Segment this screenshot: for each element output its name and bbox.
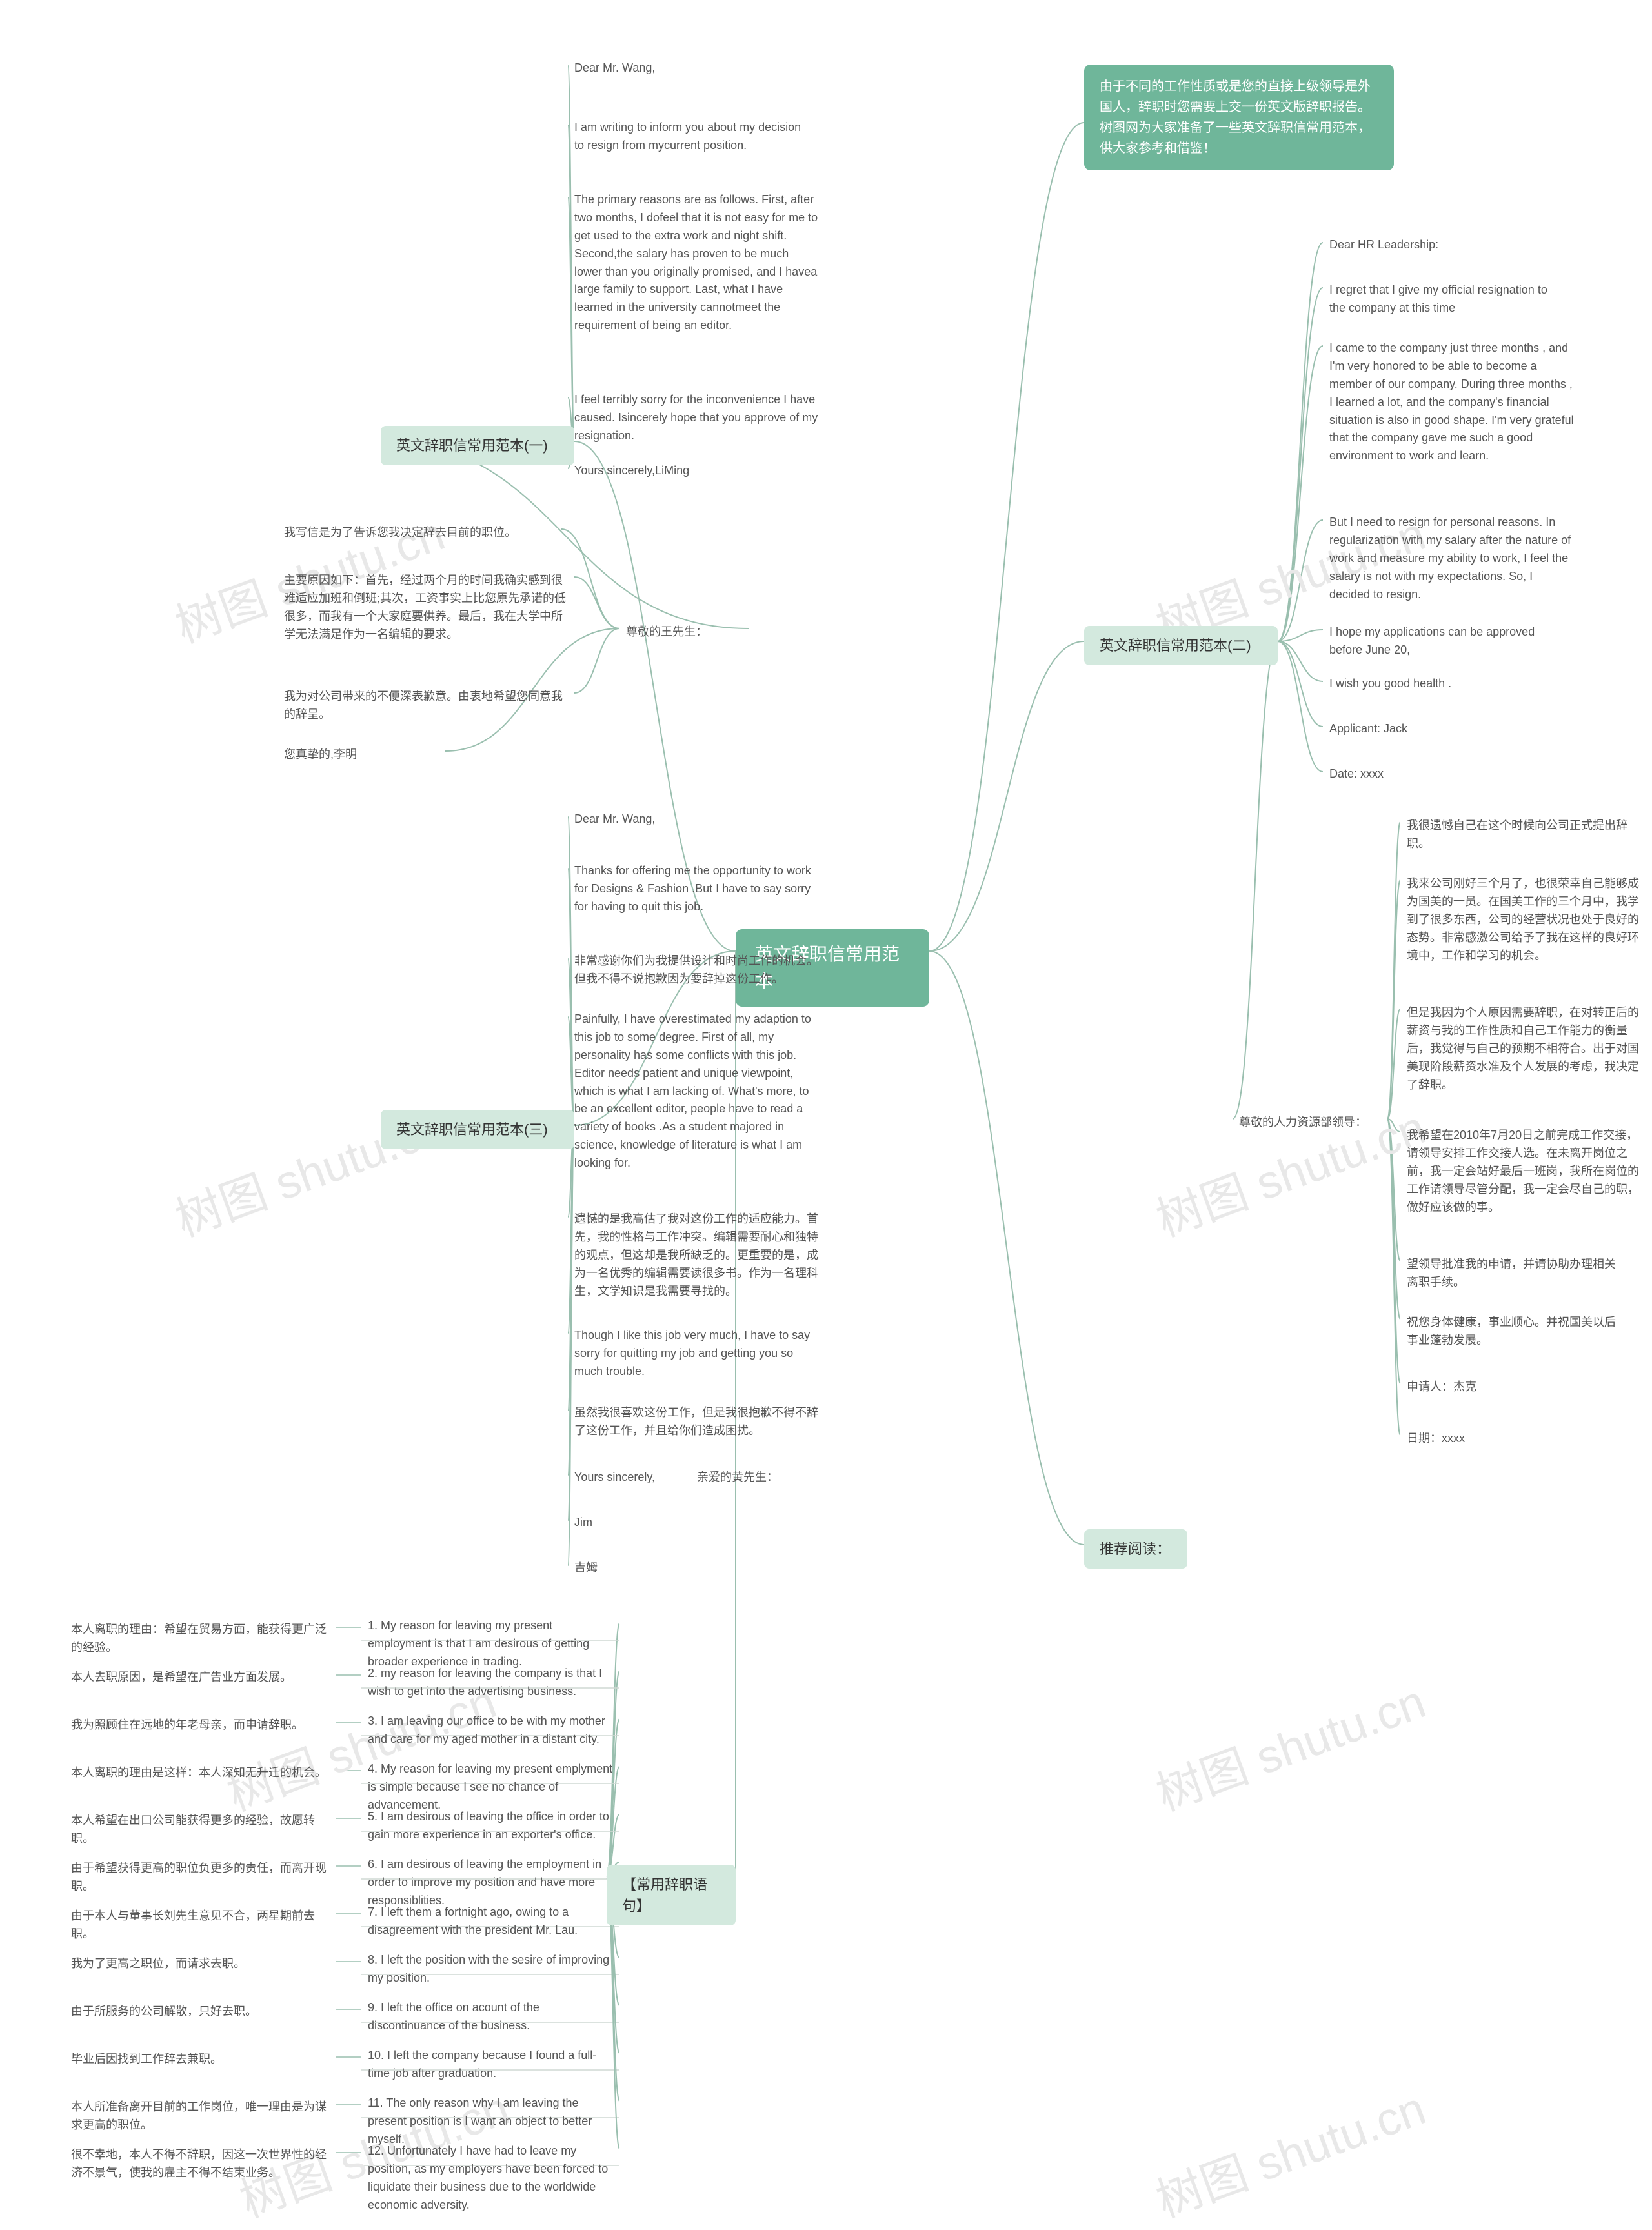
phrase-zh: 我为了更高之职位，而请求去职。 <box>65 1951 336 1977</box>
phrase-zh: 本人去职原因，是希望在广告业方面发展。 <box>65 1665 336 1691</box>
leaf-node: Thanks for offering me the opportunity t… <box>568 858 826 920</box>
leaf-node: 遗憾的是我高估了我对这份工作的适应能力。首先，我的性格与工作冲突。编辑需要耐心和… <box>568 1207 826 1304</box>
leaf-node: I hope my applications can be approved b… <box>1323 619 1568 663</box>
branch-node: 英文辞职信常用范本(三) <box>381 1110 574 1149</box>
leaf-node: Yours sincerely,LiMing <box>568 458 800 484</box>
leaf-node: I came to the company just three months … <box>1323 336 1581 469</box>
phrase-en: 8. I left the position with the sesire o… <box>361 1947 620 1991</box>
watermark: 树图 shutu.cn <box>1145 1664 1433 1824</box>
leaf-node: Applicant: Jack <box>1323 716 1491 742</box>
mindmap-canvas: 树图 shutu.cn树图 shutu.cn树图 shutu.cn树图 shut… <box>0 0 1652 2171</box>
phrase-en: 7. I left them a fortnight ago, owing to… <box>361 1900 620 1944</box>
phrase-en: 2. my reason for leaving the company is … <box>361 1661 620 1705</box>
leaf-node: 我希望在2010年7月20日之前完成工作交接，请领导安排工作交接人选。在未离开岗… <box>1400 1123 1646 1220</box>
phrase-en: 3. I am leaving our office to be with my… <box>361 1709 620 1753</box>
leaf-node: 您真挚的,李明 <box>277 742 445 768</box>
leaf-node: Dear Mr. Wang, <box>568 807 761 832</box>
leaf-node: 我很遗憾自己在这个时候向公司正式提出辞职。 <box>1400 813 1646 857</box>
phrase-en: 10. I left the company because I found a… <box>361 2043 620 2087</box>
leaf-node: Jim <box>568 1510 645 1536</box>
leaf-node: But I need to resign for personal reason… <box>1323 510 1581 607</box>
leaf-node: I feel terribly sorry for the inconvenie… <box>568 387 826 449</box>
phrase-zh: 我为照顾住在远地的年老母亲，而申请辞职。 <box>65 1713 336 1738</box>
leaf-node: Dear Mr. Wang, <box>568 55 800 81</box>
leaf-node: The primary reasons are as follows. Firs… <box>568 187 826 339</box>
leaf-node: I am writing to inform you about my deci… <box>568 115 813 159</box>
leaf-node: 虽然我很喜欢这份工作，但是我很抱歉不得不辞了这份工作，并且给你们造成困扰。 <box>568 1400 826 1444</box>
zh-bracket-label: 尊敬的王先生： <box>620 619 749 645</box>
zh-bracket-label: 尊敬的人力资源部领导： <box>1233 1110 1387 1136</box>
watermark: 树图 shutu.cn <box>1145 2071 1433 2230</box>
phrase-zh: 由于所服务的公司解散，只好去职。 <box>65 1999 336 2025</box>
leaf-node: 望领导批准我的申请，并请协助办理相关离职手续。 <box>1400 1252 1633 1296</box>
branch-node: 【常用辞职语句】 <box>607 1865 736 1925</box>
leaf-node: 我为对公司带来的不便深表歉意。由衷地希望您同意我的辞呈。 <box>277 684 574 728</box>
leaf-node: 祝您身体健康，事业顺心。并祝国美以后事业蓬勃发展。 <box>1400 1310 1633 1354</box>
phrase-zh: 本人离职的理由：希望在贸易方面，能获得更广泛的经验。 <box>65 1617 336 1661</box>
leaf-node: 申请人：杰克 <box>1400 1374 1555 1400</box>
phrase-zh: 由于本人与董事长刘先生意见不合，两星期前去职。 <box>65 1904 336 1947</box>
phrase-en: 5. I am desirous of leaving the office i… <box>361 1804 620 1848</box>
leaf-node: Dear HR Leadership: <box>1323 232 1516 258</box>
phrase-zh: 毕业后因找到工作辞去兼职。 <box>65 2047 336 2073</box>
leaf-node: Painfully, I have overestimated my adapt… <box>568 1007 826 1176</box>
phrase-en: 9. I left the office on acount of the di… <box>361 1995 620 2039</box>
phrase-zh: 本人希望在出口公司能获得更多的经验，故愿转职。 <box>65 1808 336 1852</box>
branch-node: 推荐阅读： <box>1084 1529 1187 1569</box>
leaf-node: I regret that I give my official resigna… <box>1323 277 1568 321</box>
leaf-node: 非常感谢你们为我提供设计和时尚工作的机会。但我不得不说抱歉因为要辞掉这份工作。 <box>568 949 826 992</box>
branch-node: 英文辞职信常用范本(一) <box>381 426 574 465</box>
phrase-en: 12. Unfortunately I have had to leave my… <box>361 2138 620 2218</box>
leaf-node: I wish you good health . <box>1323 671 1516 697</box>
leaf-node: Though I like this job very much, I have… <box>568 1323 826 1385</box>
leaf-node: 日期：xxxx <box>1400 1426 1555 1452</box>
leaf-node: 但是我因为个人原因需要辞职，在对转正后的薪资与我的工作性质和自己工作能力的衡量后… <box>1400 1000 1646 1098</box>
leaf-node: 主要原因如下：首先，经过两个月的时间我确实感到很难适应加班和倒班;其次，工资事实… <box>277 568 574 648</box>
leaf-node: 吉姆 <box>568 1555 645 1581</box>
intro-text: 由于不同的工作性质或是您的直接上级领导是外国人，辞职时您需要上交一份英文版辞职报… <box>1100 79 1371 156</box>
leaf-node: 我写信是为了告诉您我决定辞去目前的职位。 <box>277 520 561 546</box>
leaf-node: Date: xxxx <box>1323 761 1478 787</box>
phrase-zh: 由于希望获得更高的职位负更多的责任，而离开现职。 <box>65 1856 336 1900</box>
branch-node: 英文辞职信常用范本(二) <box>1084 626 1278 665</box>
phrase-zh: 很不幸地，本人不得不辞职，因这一次世界性的经济不景气，使我的雇主不得不结束业务。 <box>65 2142 336 2186</box>
intro-box: 由于不同的工作性质或是您的直接上级领导是外国人，辞职时您需要上交一份英文版辞职报… <box>1084 65 1394 170</box>
leaf-label-right: 亲爱的黄先生： <box>690 1465 807 1491</box>
phrase-zh: 本人所准备离开目前的工作岗位，唯一理由是为谋求更高的职位。 <box>65 2094 336 2138</box>
phrase-zh: 本人离职的理由是这样：本人深知无升迁的机会。 <box>65 1760 336 1786</box>
leaf-node: 我来公司刚好三个月了，也很荣幸自己能够成为国美的一员。在国美工作的三个月中，我学… <box>1400 871 1646 969</box>
